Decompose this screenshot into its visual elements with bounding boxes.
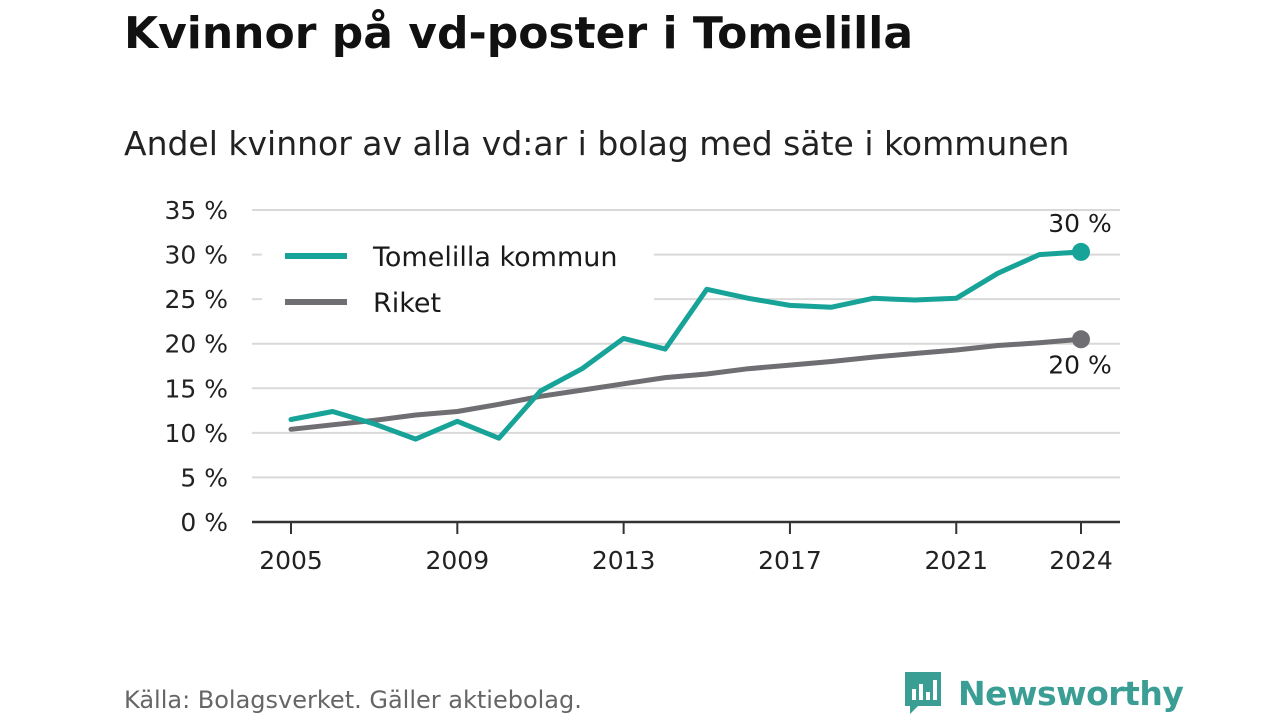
y-tick-label: 10 % [164, 419, 228, 448]
x-tick-label: 2009 [426, 546, 490, 575]
legend-label: Tomelilla kommun [372, 242, 618, 273]
end-value-label: 20 % [1048, 350, 1112, 379]
brand-name: Newsworthy [958, 673, 1184, 713]
brand: Newsworthy [902, 670, 1184, 716]
series-line-riket [288, 336, 1084, 432]
y-tick-label: 0 % [180, 508, 228, 537]
legend: Tomelilla kommun Riket [262, 228, 654, 334]
x-tick-label: 2024 [1049, 546, 1113, 575]
end-point-marker [1072, 242, 1090, 261]
x-axis: 2005 2009 2013 2017 2021 2024 [252, 520, 1120, 575]
y-tick-label: 5 % [180, 463, 228, 492]
end-value-label: 30 % [1048, 209, 1112, 238]
legend-background [262, 228, 654, 334]
y-axis-ticks: 0 % 5 % 10 % 15 % 20 % 25 % 30 % 35 % [164, 196, 228, 537]
end-labels: 20 % 30 % [1048, 209, 1112, 379]
series-lines [288, 242, 1090, 442]
x-tick-label: 2021 [924, 546, 988, 575]
chart-subtitle: Andel kvinnor av alla vd:ar i bolag med … [124, 124, 1070, 163]
y-tick-label: 25 % [164, 285, 228, 314]
y-tick-label: 15 % [164, 374, 228, 403]
x-tick-label: 2017 [758, 546, 822, 575]
series-line-tomelilla [288, 249, 1084, 442]
y-tick-label: 35 % [164, 196, 228, 225]
end-point-marker [1072, 330, 1090, 349]
x-tick-label: 2005 [259, 546, 323, 575]
y-tick-label: 30 % [164, 241, 228, 270]
newsworthy-logo-icon [905, 672, 941, 714]
source-note: Källa: Bolagsverket. Gäller aktiebolag. [124, 686, 582, 714]
x-tick-label: 2013 [592, 546, 656, 575]
y-tick-label: 20 % [164, 330, 228, 359]
chart-title: Kvinnor på vd-poster i Tomelilla [124, 8, 914, 59]
legend-label: Riket [373, 288, 441, 319]
